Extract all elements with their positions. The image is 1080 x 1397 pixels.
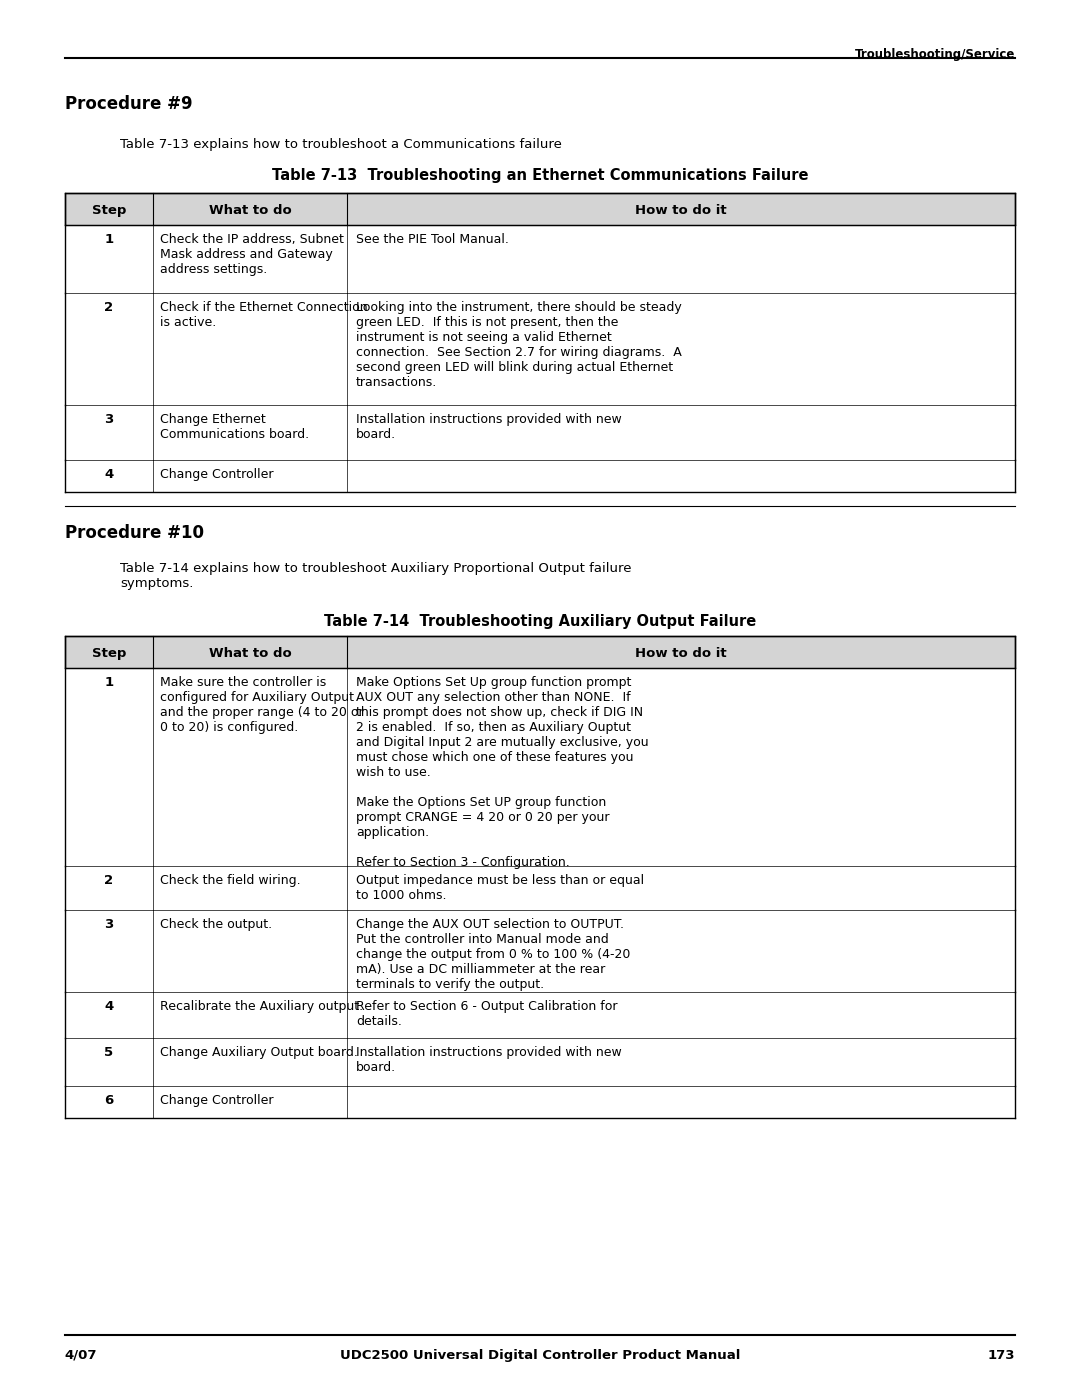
Text: See the PIE Tool Manual.: See the PIE Tool Manual. [356, 233, 509, 246]
Text: Step: Step [92, 647, 126, 659]
Text: 3: 3 [105, 414, 113, 426]
Text: 5: 5 [105, 1046, 113, 1059]
Text: Troubleshooting/Service: Troubleshooting/Service [855, 47, 1015, 61]
Text: How to do it: How to do it [635, 647, 727, 659]
Text: Check if the Ethernet Connection
is active.: Check if the Ethernet Connection is acti… [160, 300, 368, 330]
Text: Change Auxiliary Output board.: Change Auxiliary Output board. [160, 1046, 359, 1059]
Text: 4: 4 [105, 1000, 113, 1013]
Text: 4/07: 4/07 [65, 1350, 97, 1362]
Text: What to do: What to do [208, 647, 292, 659]
Bar [65, 636, 1015, 668]
Text: 3: 3 [105, 918, 113, 930]
Text: How to do it: How to do it [635, 204, 727, 217]
Text: 173: 173 [988, 1350, 1015, 1362]
Bar [65, 193, 1015, 225]
Text: Make Options Set Up group function prompt
AUX OUT any selection other than NONE.: Make Options Set Up group function promp… [356, 676, 649, 869]
Text: Table 7-13  Troubleshooting an Ethernet Communications Failure: Table 7-13 Troubleshooting an Ethernet C… [272, 168, 808, 183]
Text: Recalibrate the Auxiliary output.: Recalibrate the Auxiliary output. [160, 1000, 363, 1013]
Text: Change Controller: Change Controller [160, 468, 273, 481]
Text: Procedure #10: Procedure #10 [65, 524, 204, 542]
Text: Check the IP address, Subnet
Mask address and Gateway
address settings.: Check the IP address, Subnet Mask addres… [160, 233, 345, 277]
Text: UDC2500 Universal Digital Controller Product Manual: UDC2500 Universal Digital Controller Pro… [340, 1350, 740, 1362]
Text: Output impedance must be less than or equal
to 1000 ohms.: Output impedance must be less than or eq… [356, 875, 644, 902]
Text: Refer to Section 6 - Output Calibration for
details.: Refer to Section 6 - Output Calibration … [356, 1000, 618, 1028]
Text: Make sure the controller is
configured for Auxiliary Output
and the proper range: Make sure the controller is configured f… [160, 676, 364, 733]
Text: Check the field wiring.: Check the field wiring. [160, 875, 301, 887]
Text: 1: 1 [105, 233, 113, 246]
Text: 2: 2 [105, 875, 113, 887]
Text: Change the AUX OUT selection to OUTPUT.
Put the controller into Manual mode and
: Change the AUX OUT selection to OUTPUT. … [356, 918, 631, 990]
Text: Table 7-14 explains how to troubleshoot Auxiliary Proportional Output failure
sy: Table 7-14 explains how to troubleshoot … [120, 562, 632, 590]
Text: Installation instructions provided with new
board.: Installation instructions provided with … [356, 1046, 622, 1074]
Text: Table 7-13 explains how to troubleshoot a Communications failure: Table 7-13 explains how to troubleshoot … [120, 138, 562, 151]
Text: Installation instructions provided with new
board.: Installation instructions provided with … [356, 414, 622, 441]
Text: What to do: What to do [208, 204, 292, 217]
Text: Check the output.: Check the output. [160, 918, 272, 930]
Text: 1: 1 [105, 676, 113, 689]
Text: Procedure #9: Procedure #9 [65, 95, 192, 113]
Text: Looking into the instrument, there should be steady
green LED.  If this is not p: Looking into the instrument, there shoul… [356, 300, 681, 388]
Text: Change Controller: Change Controller [160, 1094, 273, 1106]
Text: Change Ethernet
Communications board.: Change Ethernet Communications board. [160, 414, 309, 441]
Text: Step: Step [92, 204, 126, 217]
Text: 4: 4 [105, 468, 113, 481]
Text: Table 7-14  Troubleshooting Auxiliary Output Failure: Table 7-14 Troubleshooting Auxiliary Out… [324, 615, 756, 629]
Text: 6: 6 [105, 1094, 113, 1106]
Text: 2: 2 [105, 300, 113, 314]
